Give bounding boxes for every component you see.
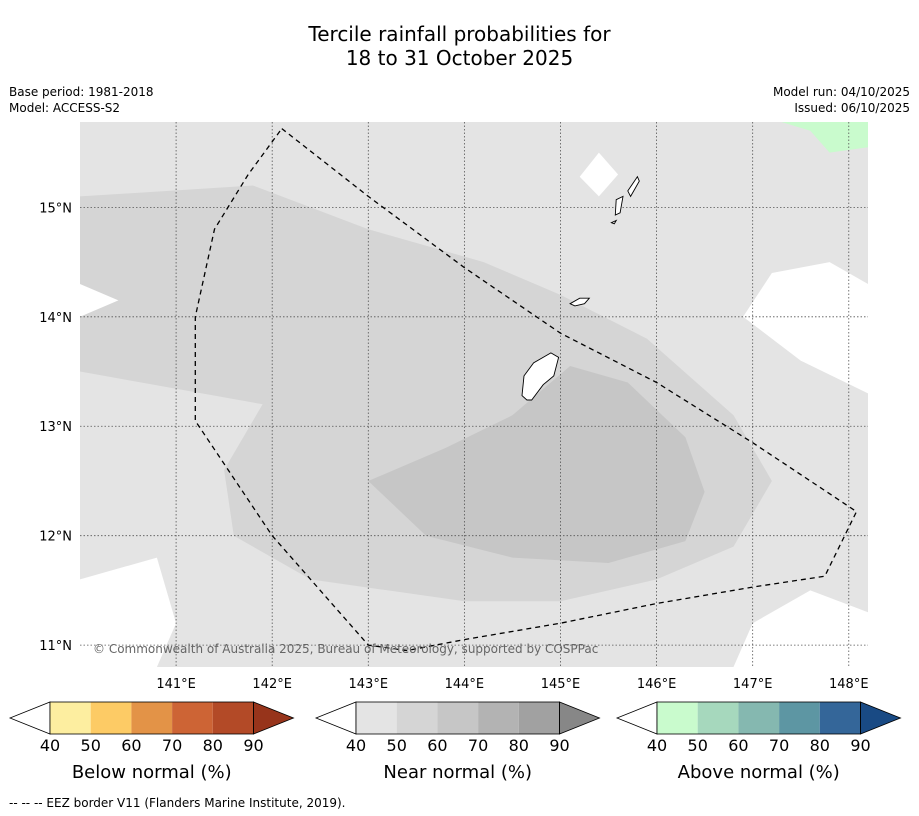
lon-tick-label: 141°E <box>156 677 196 692</box>
colorbar-frame <box>355 701 560 735</box>
lon-tick-label: 148°E <box>829 677 869 692</box>
colorbar-tick-label: 90 <box>850 736 870 755</box>
colorbar-tick-label: 80 <box>203 736 223 755</box>
colorbar-tick-label: 60 <box>728 736 748 755</box>
colorbar-tick-label: 80 <box>509 736 529 755</box>
colorbar-segment <box>131 702 173 734</box>
colorbar-tick-label: 70 <box>769 736 789 755</box>
colorbar-title: Near normal (%) <box>383 762 532 783</box>
eez-border <box>194 128 858 652</box>
meta-right: Model run: 04/10/2025 Issued: 06/10/2025 <box>773 84 910 116</box>
colorbar-tick-label: 40 <box>647 736 667 755</box>
colorbar-extend-high <box>559 701 601 735</box>
colorbar-extend-low <box>615 701 658 735</box>
colorbar-title: Below normal (%) <box>72 762 232 783</box>
colorbar-below: 40 50 60 70 80 90 Below normal (%) <box>8 701 295 783</box>
colorbar-segment <box>518 702 560 734</box>
colorbar-tick-label: 60 <box>121 736 141 755</box>
lat-tick-label: 14°N <box>39 311 72 326</box>
colorbar-tick-label: 40 <box>346 736 366 755</box>
lon-tick-label: 144°E <box>445 677 485 692</box>
meta-left: Base period: 1981-2018 Model: ACCESS-S2 <box>9 84 154 116</box>
lon-tick-label: 147°E <box>733 677 773 692</box>
title-line-1: Tercile rainfall probabilities for <box>308 22 611 46</box>
latitude-tick-labels: 15°N 14°N 13°N 12°N 11°N <box>39 201 72 654</box>
lat-tick-label: 12°N <box>39 530 72 545</box>
colorbars: 40 50 60 70 80 90 Below normal (%) 40 50 60 70 80 90… <box>8 701 902 783</box>
colorbar-segment <box>356 702 397 734</box>
colorbar-extend-high <box>253 701 295 735</box>
colorbar-segment <box>396 702 438 734</box>
colorbar-title: Above normal (%) <box>678 762 840 783</box>
colorbar-tick-label: 40 <box>40 736 60 755</box>
colorbar-segment <box>697 702 739 734</box>
lon-tick-label: 145°E <box>541 677 581 692</box>
chart-title: Tercile rainfall probabilities for 18 to… <box>0 22 919 70</box>
colorbar-frame <box>49 701 254 735</box>
lon-tick-label: 143°E <box>349 677 389 692</box>
colorbar-tick-label: 50 <box>387 736 407 755</box>
colorbar-frame <box>656 701 861 735</box>
colorbar-extend-low <box>314 701 357 735</box>
lat-tick-label: 13°N <box>39 420 72 435</box>
lat-tick-label: 15°N <box>39 201 72 216</box>
colorbar-tick-label: 60 <box>427 736 447 755</box>
colorbar-segment <box>437 702 479 734</box>
lat-tick-label: 11°N <box>39 639 72 654</box>
colorbar-segment <box>50 702 91 734</box>
lon-tick-label: 146°E <box>637 677 677 692</box>
colorbar-segment <box>738 702 780 734</box>
colorbar-segment <box>172 702 213 734</box>
colorbar-segment <box>478 702 519 734</box>
colorbar-segment <box>90 702 132 734</box>
near-normal-region-60-70 <box>368 366 705 563</box>
issued-text: Issued: 06/10/2025 <box>794 101 910 115</box>
colorbar-tick-label: 70 <box>468 736 488 755</box>
no-signal-region <box>80 284 119 317</box>
colorbar-tick-label: 80 <box>810 736 830 755</box>
map-plot-area <box>80 122 868 667</box>
colorbar-segment <box>819 702 861 734</box>
near-normal-region-40-50 <box>80 122 734 197</box>
colorbar-segment <box>779 702 820 734</box>
no-signal-region <box>80 557 177 667</box>
colorbar-above: 40 50 60 70 80 90 Above normal (%) <box>615 701 902 783</box>
colorbar-tick-label: 50 <box>688 736 708 755</box>
no-signal-region <box>733 590 868 667</box>
colorbar-tick-label: 90 <box>243 736 263 755</box>
copyright-notice: © Commonwealth of Australia 2025, Bureau… <box>93 642 598 656</box>
colorbar-segment <box>657 702 698 734</box>
forecast-map: © Commonwealth of Australia 2025, Bureau… <box>8 122 902 783</box>
model-run-text: Model run: 04/10/2025 <box>772 85 910 99</box>
island-rota <box>569 297 591 307</box>
colorbar-tick-label: 70 <box>162 736 182 755</box>
colorbar-tick-label: 50 <box>81 736 101 755</box>
colorbar-segment <box>212 702 254 734</box>
no-signal-region <box>579 152 619 197</box>
no-signal-region <box>743 262 868 394</box>
model-text: Model: ACCESS-S2 <box>9 101 121 115</box>
title-line-2: 18 to 31 October 2025 <box>345 46 574 70</box>
island-tinian <box>614 195 624 216</box>
colorbar-near: 40 50 60 70 80 90 Near normal (%) <box>314 701 601 783</box>
eez-footnote: -- -- -- EEZ border V11 (Flanders Marine… <box>9 796 346 810</box>
colorbar-extend-high <box>860 701 902 735</box>
longitude-tick-labels: 141°E 142°E 143°E 144°E 145°E 146°E 147°E 148°E <box>156 677 868 692</box>
lon-tick-label: 142°E <box>252 677 292 692</box>
island-guam <box>521 352 560 401</box>
colorbar-extend-low <box>8 701 51 735</box>
base-period-text: Base period: 1981-2018 <box>9 85 154 99</box>
island-saipan <box>627 175 640 198</box>
islands <box>521 175 640 401</box>
colorbar-tick-label: 90 <box>549 736 569 755</box>
island-aguijan <box>610 219 618 225</box>
above-normal-region-40-50 <box>781 122 868 153</box>
